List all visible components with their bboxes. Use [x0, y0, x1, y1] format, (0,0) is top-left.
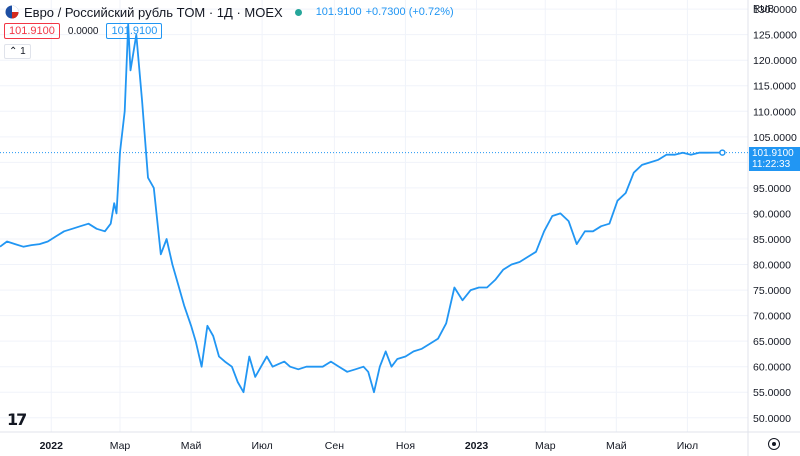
indicator-count: 1: [20, 46, 26, 57]
symbol-title[interactable]: Евро / Российский рубль TOM · 1Д · MOEX: [24, 4, 283, 20]
live-status-dot: [294, 8, 302, 16]
x-tick-label: Май: [606, 440, 627, 452]
y-tick-label: 125.0000: [753, 30, 797, 42]
x-tick-label: 2022: [40, 440, 64, 452]
x-tick-label: Ноя: [396, 440, 415, 452]
chart-header: Евро / Российский рубль TOM · 1Д · MOEX …: [5, 3, 454, 21]
tradingview-logo-icon[interactable]: 17: [7, 410, 27, 429]
x-tick-label: Июл: [251, 440, 272, 452]
y-tick-label: 85.0000: [753, 234, 791, 246]
y-tick-label: 115.0000: [753, 81, 796, 93]
bid-ask-row: 101.9100 0.0000 101.9100: [4, 23, 163, 39]
series-line: [0, 23, 723, 394]
last-price-tag-value: 101.9100: [752, 147, 794, 159]
y-tick-label: 70.0000: [753, 311, 791, 323]
last-price-tag: 101.9100 11:22:33: [749, 146, 800, 171]
y-tick-label: 105.0000: [753, 132, 797, 144]
last-point: [719, 149, 726, 156]
chevron-up-icon: ⌃: [9, 46, 18, 57]
y-tick-label: 50.0000: [753, 413, 791, 425]
y-tick-label: 75.0000: [753, 285, 791, 297]
currency-unit[interactable]: RUB: [753, 4, 775, 15]
y-axis-tick-labels: 50.0000 55.0000 60.0000 65.0000 70.0000 75.00…: [753, 4, 797, 425]
y-tick-label: 120.0000: [753, 55, 797, 67]
x-tick-label: Июл: [677, 440, 698, 452]
last-price: 101.9100: [315, 6, 362, 18]
x-tick-label: Мар: [110, 440, 131, 452]
y-tick-label: 80.0000: [753, 260, 791, 272]
sell-price-button[interactable]: 101.9100: [4, 23, 60, 39]
grid: [0, 0, 748, 432]
euro-ruble-flag-icon: [5, 5, 19, 19]
x-tick-label: Мар: [535, 440, 556, 452]
spread-value: 0.0000: [67, 25, 99, 37]
price-change: +0.7300 (+0.72%): [365, 6, 454, 18]
x-tick-label: Май: [181, 440, 202, 452]
y-tick-label: 65.0000: [753, 336, 791, 348]
settings-icon[interactable]: [768, 438, 780, 450]
x-tick-label: Сен: [325, 440, 344, 452]
y-tick-label: 55.0000: [753, 387, 791, 399]
buy-price-button[interactable]: 101.9100: [106, 23, 163, 39]
y-tick-label: 95.0000: [753, 183, 791, 195]
y-tick-label: 110.0000: [753, 106, 796, 118]
y-tick-label: 130.0000: [753, 4, 797, 16]
collapse-indicators-button[interactable]: ⌃ 1: [4, 44, 31, 59]
y-tick-label: 60.0000: [753, 362, 791, 374]
last-price-tag-time: 11:22:33: [752, 158, 791, 170]
x-axis-tick-labels: 2022 Мар Май Июл Сен Ноя 2023 Мар Май Июл: [40, 440, 698, 452]
y-tick-label: 90.0000: [753, 208, 791, 220]
x-tick-label: 2023: [465, 440, 489, 452]
